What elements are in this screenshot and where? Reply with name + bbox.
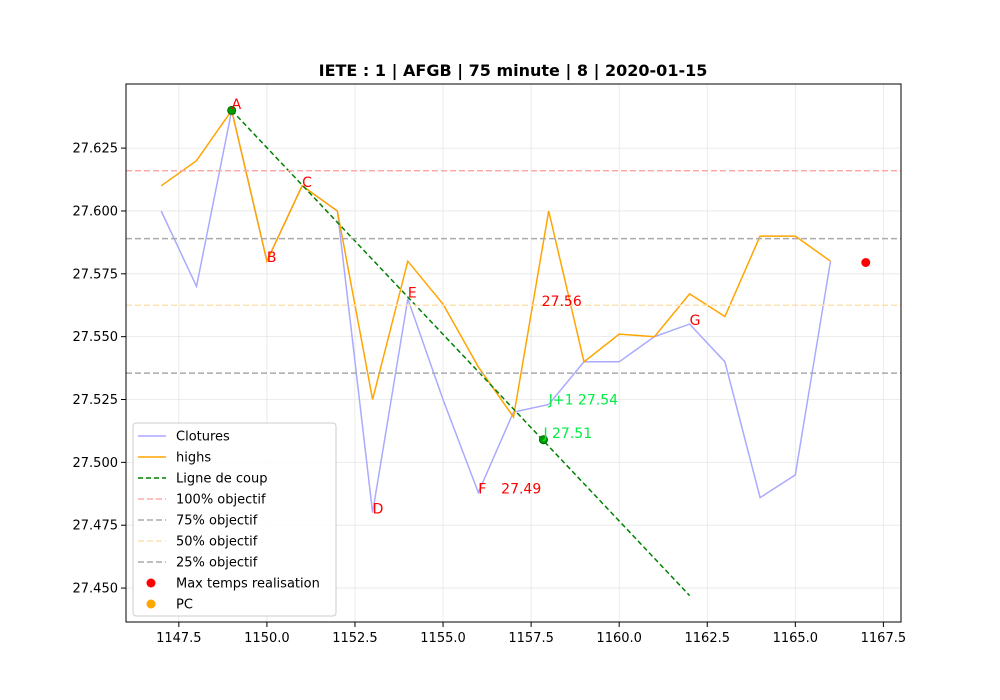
legend-label-max-temps-realisation: Max temps realisation [176, 577, 320, 592]
x-tick-label: 1167.5 [861, 631, 907, 646]
series-ligne-de-coup [231, 109, 691, 597]
y-tick-label: 27.625 [73, 142, 119, 157]
y-tick-label: 27.500 [73, 456, 119, 471]
annotation-label: G [690, 313, 701, 329]
legend-swatch-max-temps-realisation [146, 578, 156, 588]
x-tick-label: 1162.5 [685, 631, 731, 646]
legend-label-pc: PC [176, 598, 193, 613]
annotation-label: 27.49 [501, 482, 541, 498]
marker-max-temps-realisation [861, 257, 871, 267]
legend-swatch-pc [146, 599, 156, 609]
x-tick-label: 1165.0 [773, 631, 819, 646]
x-tick-label: 1150.0 [244, 631, 290, 646]
x-tick-label: 1147.5 [156, 631, 202, 646]
chart-title: IETE : 1 | AFGB | 75 minute | 8 | 2020-0… [319, 61, 708, 81]
annotations: A B C D E F 27.49 27.56 G J+1 27.54 J 27.51 [232, 97, 701, 518]
green-point [538, 435, 548, 445]
x-tick-label: 1160.0 [596, 631, 642, 646]
y-tick-label: 27.450 [73, 582, 119, 597]
x-tick-label: 1155.0 [420, 631, 466, 646]
y-tick-label: 27.475 [73, 519, 119, 534]
legend-label-100-objectif: 100% objectif [176, 493, 266, 508]
legend-label-clotures: Clotures [176, 430, 230, 445]
legend-label-50-objectif: 50% objectif [176, 535, 258, 550]
annotation-label: B [267, 250, 277, 266]
legend-box [132, 422, 337, 617]
plot-frame [125, 83, 902, 623]
y-axis: 27.450 27.475 27.500 27.525 27.550 27.575 27.6… [73, 142, 126, 597]
annotation-label: D [373, 502, 384, 518]
y-tick-label: 27.525 [73, 393, 119, 408]
plot-area [126, 105, 901, 597]
annotation-label: 27.56 [542, 294, 582, 310]
annotation-label: F [478, 482, 486, 498]
annotation-label: J+1 27.54 [548, 392, 618, 408]
y-tick-label: 27.575 [73, 267, 119, 282]
x-tick-label: 1157.5 [508, 631, 554, 646]
legend-label-ligne-de-coup: Ligne de coup [176, 472, 267, 487]
legend-label-25-objectif: 25% objectif [176, 556, 258, 571]
green-point [227, 105, 237, 115]
annotation-label: J 27.51 [542, 426, 592, 442]
annotation-label: E [408, 285, 417, 301]
annotation-label: A [232, 97, 242, 113]
y-tick-label: 27.550 [73, 330, 119, 345]
annotation-label: C [302, 175, 312, 191]
legend-label-75-objectif: 75% objectif [176, 514, 258, 529]
legend: Clotures highs Ligne de coup 100% objectif 7… [132, 422, 337, 617]
x-tick-label: 1152.5 [332, 631, 378, 646]
y-tick-label: 27.600 [73, 204, 119, 219]
legend-label-highs: highs [176, 451, 211, 466]
x-axis: 1147.5 1150.0 1152.5 1155.0 1157.5 1160.0 1162… [156, 622, 906, 646]
series-highs [160, 108, 831, 420]
